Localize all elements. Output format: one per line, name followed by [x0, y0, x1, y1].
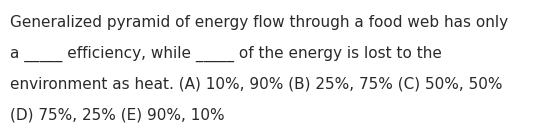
- Text: (D) 75%, 25% (E) 90%, 10%: (D) 75%, 25% (E) 90%, 10%: [10, 108, 225, 123]
- Text: Generalized pyramid of energy flow through a food web has only: Generalized pyramid of energy flow throu…: [10, 15, 508, 30]
- Text: environment as heat. (A) 10%, 90% (B) 25%, 75% (C) 50%, 50%: environment as heat. (A) 10%, 90% (B) 25…: [10, 77, 503, 92]
- Text: a _____ efficiency, while _____ of the energy is lost to the: a _____ efficiency, while _____ of the e…: [10, 46, 442, 62]
